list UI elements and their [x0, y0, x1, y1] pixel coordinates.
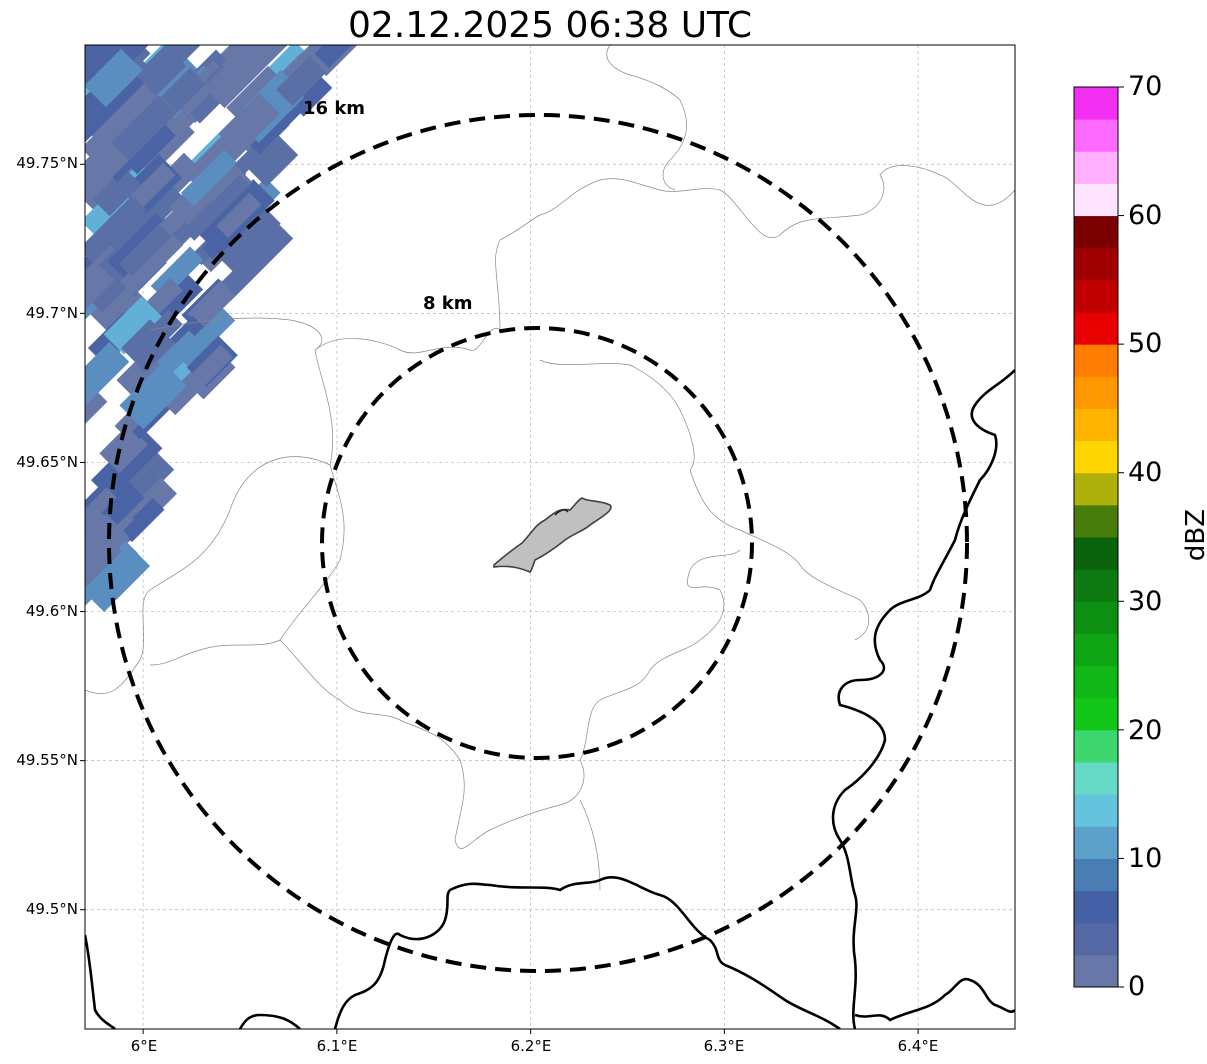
echo-gate — [129, 162, 176, 209]
lon-label-6-4: 6.4°E — [897, 1037, 939, 1055]
colorbar-tick-40: 40 — [1128, 457, 1163, 488]
echo-gate — [180, 149, 238, 207]
colorbar-segment — [1074, 215, 1118, 249]
colorbar-segment — [1074, 858, 1118, 892]
colorbar-segment — [1074, 376, 1118, 409]
echo-gate — [221, 45, 274, 83]
colorbar-segment — [1074, 87, 1118, 120]
radar-echoes — [85, 45, 376, 612]
colorbar-segment — [1074, 119, 1118, 152]
echo-gate — [216, 192, 262, 238]
colorbar-tick-60: 60 — [1128, 200, 1163, 231]
colorbar-segment — [1074, 569, 1118, 602]
echo-gate — [161, 68, 206, 113]
colorbar-segment — [1074, 922, 1118, 956]
colorbar-segment — [1074, 344, 1118, 377]
colorbar-segment — [1074, 729, 1118, 763]
municipal-boundaries — [85, 45, 1015, 891]
echo-gate — [85, 48, 143, 108]
echo-gate — [103, 296, 162, 355]
lat-label-49-6: 49.6°N — [25, 602, 78, 620]
range-label-16km: 16 km — [303, 98, 366, 119]
echo-gate — [226, 65, 285, 124]
echo-gate — [85, 143, 134, 203]
colorbar-segment — [1074, 151, 1118, 184]
colorbar-tick-10: 10 — [1128, 843, 1163, 874]
echo-gate — [105, 196, 147, 239]
echo-gate — [218, 93, 280, 155]
national-borders — [85, 369, 1015, 1029]
colorbar — [1073, 86, 1124, 988]
echo-gate — [85, 487, 117, 543]
colorbar-segment — [1074, 312, 1118, 345]
lon-label-6-1: 6.1°E — [316, 1037, 358, 1055]
echo-gate — [121, 319, 174, 372]
echo-gate — [120, 497, 165, 543]
colorbar-tick-70: 70 — [1128, 71, 1163, 102]
echo-gate — [99, 424, 149, 474]
colorbar-tick-20: 20 — [1128, 715, 1163, 746]
colorbar-segment — [1074, 408, 1118, 442]
colorbar-segment — [1074, 247, 1118, 281]
echo-gate — [85, 129, 131, 206]
colorbar-segment — [1074, 504, 1118, 538]
echo-gate — [314, 45, 369, 68]
echo-gate — [85, 546, 151, 612]
colorbar-frame — [1073, 86, 1119, 988]
echo-gate — [85, 262, 115, 318]
map-frame — [84, 44, 1016, 1030]
echo-gate — [118, 223, 172, 277]
lon-label-6: 6°E — [130, 1037, 158, 1055]
lat-label-49-55: 49.55°N — [16, 751, 78, 769]
echo-gate — [187, 280, 237, 329]
range-ring-16km — [107, 113, 969, 973]
echo-gate — [183, 174, 250, 241]
colorbar-segment — [1074, 440, 1118, 474]
echo-gate — [276, 55, 327, 107]
lat-label-49-7: 49.7°N — [25, 304, 78, 322]
echo-gate — [85, 390, 108, 434]
colorbar-segment — [1074, 537, 1118, 570]
colorbar-tick-0: 0 — [1128, 971, 1146, 1002]
lon-label-6-3: 6.3°E — [703, 1037, 745, 1055]
echo-gate — [119, 361, 187, 430]
echo-gate — [217, 224, 294, 301]
colorbar-segment — [1074, 665, 1118, 699]
echo-gate — [93, 168, 142, 217]
colorbar-segment — [1074, 472, 1118, 506]
colorbar-segment — [1074, 697, 1118, 731]
colorbar-segment — [1074, 762, 1118, 795]
chart-title: 02.12.2025 06:38 UTC — [347, 5, 753, 46]
echo-gate — [162, 344, 234, 416]
echo-gate — [246, 134, 299, 187]
echo-gate — [218, 208, 281, 272]
colorbar-segment — [1074, 279, 1118, 313]
colorbar-segment — [1074, 633, 1118, 667]
lon-label-6-2: 6.2°E — [510, 1037, 552, 1055]
colorbar-unit-label: dBZ — [1181, 508, 1207, 562]
echo-gate — [157, 330, 202, 376]
colorbar-segment — [1074, 954, 1118, 988]
colorbar-segment — [1074, 601, 1118, 634]
lat-label-49-75: 49.75°N — [16, 154, 78, 172]
echo-gate — [111, 95, 177, 161]
echo-gate — [85, 45, 148, 84]
echo-gate — [108, 183, 185, 259]
colorbar-segment — [1074, 183, 1118, 217]
colorbar-segment — [1074, 794, 1118, 827]
range-ring-8km — [320, 326, 754, 760]
echo-gate — [85, 341, 130, 415]
colorbar-segment — [1074, 826, 1118, 859]
echo-gate — [119, 231, 184, 296]
colorbar-segment — [1074, 890, 1118, 924]
lat-label-49-5: 49.5°N — [25, 900, 78, 918]
colorbar-tick-50: 50 — [1128, 328, 1163, 359]
range-label-8km: 8 km — [423, 293, 473, 314]
colorbar-tick-30: 30 — [1128, 586, 1163, 617]
radar-site-area — [493, 497, 612, 573]
lat-label-49-65: 49.65°N — [16, 453, 78, 471]
